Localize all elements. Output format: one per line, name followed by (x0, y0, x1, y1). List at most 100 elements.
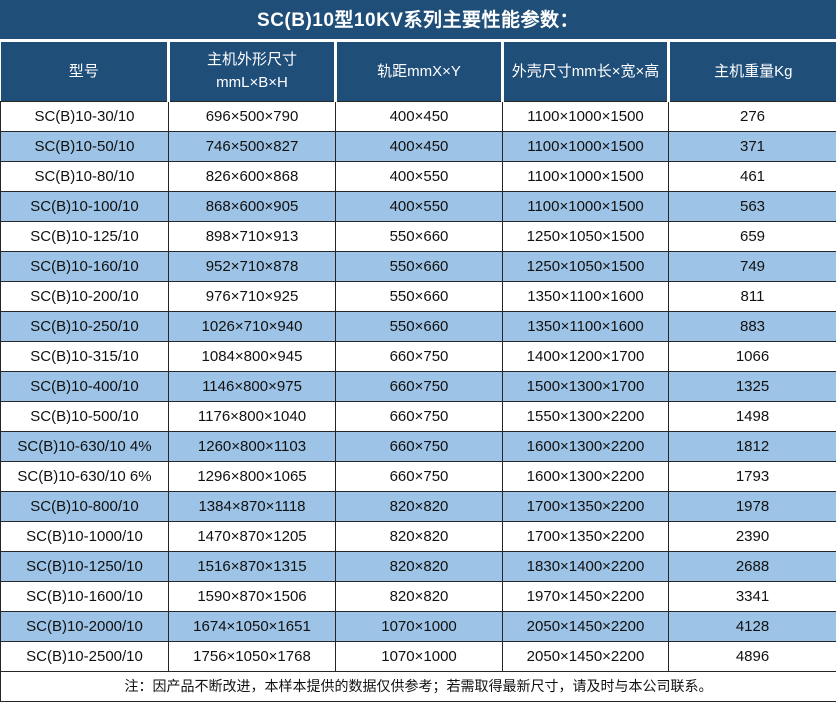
table-footnote: 注：因产品不断改进，本样本提供的数据仅供参考；若需取得最新尺寸，请及时与本公司联… (0, 670, 836, 702)
table-cell: 820×820 (335, 490, 503, 522)
table-cell: 400×550 (335, 190, 503, 222)
column-header-5: 主机重量Kg (668, 42, 836, 102)
table-cell: 952×710×878 (168, 250, 336, 282)
table-header: 型号 主机外形尺寸 mmL×B×H 轨距mmX×Y 外壳尺寸mm长×宽×高 主机重量Kg (0, 42, 836, 102)
table-cell: 1600×1300×2200 (502, 460, 669, 492)
table-row: SC(B)10-315/10 1084×800×945 660×750 1400×12… (0, 340, 836, 372)
table-cell: 826×600×868 (168, 160, 336, 192)
table-row: SC(B)10-100/10 868×600×905 400×550 1100×100… (0, 190, 836, 222)
table-cell: 820×820 (335, 580, 503, 612)
table-cell: 696×500×790 (168, 100, 336, 132)
table-cell: 1100×1000×1500 (502, 190, 669, 222)
table-cell: 1146×800×975 (168, 370, 336, 402)
table-cell: 1250×1050×1500 (502, 250, 669, 282)
table-cell: 550×660 (335, 310, 503, 342)
table-cell: 976×710×925 (168, 280, 336, 312)
table-cell: SC(B)10-160/10 (0, 250, 169, 282)
table-cell: SC(B)10-500/10 (0, 400, 169, 432)
table-cell: SC(B)10-800/10 (0, 490, 169, 522)
table-cell: 1600×1300×2200 (502, 430, 669, 462)
table-row: SC(B)10-200/10 976×710×925 550×660 1350×110… (0, 280, 836, 312)
table-row: SC(B)10-30/10 696×500×790 400×450 1100×1000… (0, 100, 836, 132)
page-title: SC(B)10型10KV系列主要性能参数： (0, 0, 836, 42)
table-cell: 1590×870×1506 (168, 580, 336, 612)
column-header-1: 型号 (0, 42, 170, 102)
table-cell: SC(B)10-200/10 (0, 280, 169, 312)
table-cell: SC(B)10-315/10 (0, 340, 169, 372)
table-cell: 1250×1050×1500 (502, 220, 669, 252)
table-cell: 659 (668, 220, 836, 252)
table-cell: 1100×1000×1500 (502, 100, 669, 132)
table-cell: 4128 (668, 610, 836, 642)
table-cell: 1066 (668, 340, 836, 372)
table-cell: SC(B)10-1000/10 (0, 520, 169, 552)
table-cell: 820×820 (335, 520, 503, 552)
table-cell: 898×710×913 (168, 220, 336, 252)
table-cell: 550×660 (335, 220, 503, 252)
table-cell: 400×450 (335, 100, 503, 132)
table-cell: 1470×870×1205 (168, 520, 336, 552)
table-cell: 660×750 (335, 400, 503, 432)
table-cell: 1700×1350×2200 (502, 520, 669, 552)
table-cell: 1756×1050×1768 (168, 640, 336, 672)
table-cell: 1830×1400×2200 (502, 550, 669, 582)
table-cell: 820×820 (335, 550, 503, 582)
column-header-line: 外壳尺寸mm长×宽×高 (511, 62, 660, 80)
table-header-row: 型号 主机外形尺寸 mmL×B×H 轨距mmX×Y 外壳尺寸mm长×宽×高 主机重量Kg (0, 42, 836, 102)
table-cell: 276 (668, 100, 836, 132)
table-cell: 660×750 (335, 430, 503, 462)
table-cell: 1400×1200×1700 (502, 340, 669, 372)
table-cell: SC(B)10-50/10 (0, 130, 169, 162)
table-cell: 660×750 (335, 340, 503, 372)
table-cell: 4896 (668, 640, 836, 672)
column-header-2: 主机外形尺寸 mmL×B×H (168, 42, 337, 102)
table-cell: 746×500×827 (168, 130, 336, 162)
table-cell: 550×660 (335, 250, 503, 282)
table-cell: 1100×1000×1500 (502, 130, 669, 162)
table-cell: 1084×800×945 (168, 340, 336, 372)
table-cell: 1260×800×1103 (168, 430, 336, 462)
table-cell: 1350×1100×1600 (502, 280, 669, 312)
table-row: SC(B)10-160/10 952×710×878 550×660 1250×105… (0, 250, 836, 282)
table-row: SC(B)10-2500/10 1756×1050×1768 1070×1000 20… (0, 640, 836, 672)
table-cell: 1296×800×1065 (168, 460, 336, 492)
table-cell: 1350×1100×1600 (502, 310, 669, 342)
table-cell: SC(B)10-80/10 (0, 160, 169, 192)
table-cell: 2050×1450×2200 (502, 640, 669, 672)
table-cell: SC(B)10-1250/10 (0, 550, 169, 582)
table-row: SC(B)10-1250/10 1516×870×1315 820×820 1830×… (0, 550, 836, 582)
table-cell: SC(B)10-2000/10 (0, 610, 169, 642)
table-cell: 1500×1300×1700 (502, 370, 669, 402)
table-cell: 1793 (668, 460, 836, 492)
column-header-line: 主机重量Kg (714, 62, 793, 80)
table-cell: SC(B)10-2500/10 (0, 640, 169, 672)
column-header-line: mmL×B×H (216, 74, 288, 92)
table-cell: 868×600×905 (168, 190, 336, 222)
table-cell: 1970×1450×2200 (502, 580, 669, 612)
table-cell: 2390 (668, 520, 836, 552)
column-header-4: 外壳尺寸mm长×宽×高 (502, 42, 670, 102)
table-cell: 400×450 (335, 130, 503, 162)
table-cell: 2050×1450×2200 (502, 610, 669, 642)
table-cell: SC(B)10-30/10 (0, 100, 169, 132)
table-cell: SC(B)10-250/10 (0, 310, 169, 342)
table-cell: 1674×1050×1651 (168, 610, 336, 642)
table-cell: SC(B)10-100/10 (0, 190, 169, 222)
table-cell: 3341 (668, 580, 836, 612)
table-row: SC(B)10-80/10 826×600×868 400×550 1100×1000… (0, 160, 836, 192)
table-row: SC(B)10-1000/10 1470×870×1205 820×820 1700×… (0, 520, 836, 552)
table-cell: 1978 (668, 490, 836, 522)
table-cell: 400×550 (335, 160, 503, 192)
table-footer: 注：因产品不断改进，本样本提供的数据仅供参考；若需取得最新尺寸，请及时与本公司联… (0, 670, 836, 702)
table-cell: 550×660 (335, 280, 503, 312)
table-cell: SC(B)10-630/10 6% (0, 460, 169, 492)
table-row: SC(B)10-800/10 1384×870×1118 820×820 1700×1… (0, 490, 836, 522)
table-cell: 1498 (668, 400, 836, 432)
column-header-line: 型号 (68, 62, 99, 80)
table-cell: 1700×1350×2200 (502, 490, 669, 522)
table-cell: 1070×1000 (335, 610, 503, 642)
column-header-3: 轨距mmX×Y (335, 42, 504, 102)
table-cell: SC(B)10-630/10 4% (0, 430, 169, 462)
column-header-line: 轨距mmX×Y (377, 62, 461, 80)
